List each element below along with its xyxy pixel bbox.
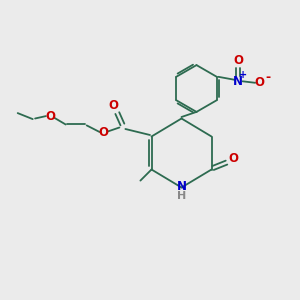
Text: O: O — [254, 76, 264, 89]
Text: -: - — [265, 71, 270, 84]
Text: O: O — [228, 152, 238, 165]
Text: O: O — [99, 126, 109, 140]
Text: N: N — [176, 180, 187, 193]
Text: O: O — [233, 53, 243, 67]
Text: O: O — [108, 99, 118, 112]
Text: +: + — [239, 70, 247, 80]
Text: H: H — [177, 191, 186, 201]
Text: O: O — [45, 110, 55, 123]
Text: N: N — [233, 75, 243, 88]
